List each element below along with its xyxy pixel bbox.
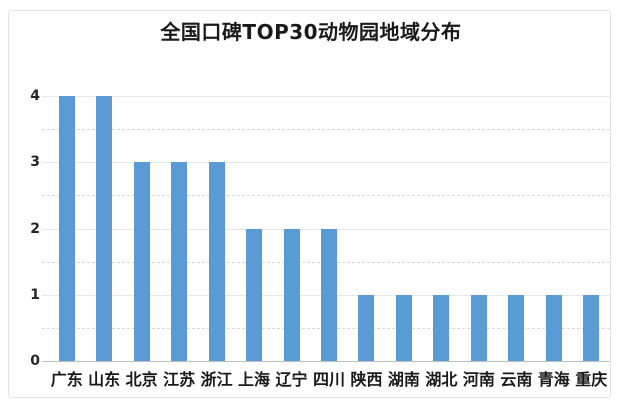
x-axis-label-3: 北京	[125, 370, 158, 389]
bar-6	[246, 228, 263, 361]
bar-14	[545, 294, 562, 361]
bar-2	[96, 96, 113, 361]
x-axis-label-6: 上海	[238, 370, 271, 389]
x-axis-label-11: 湖北	[425, 370, 458, 389]
x-axis-label-15: 重庆	[575, 370, 608, 389]
bar-10	[395, 294, 412, 361]
bar-9	[358, 294, 375, 361]
y-axis-label-3: 3	[30, 154, 40, 171]
x-axis-label-1: 广东	[50, 370, 83, 389]
x-axis-label-14: 青海	[537, 370, 570, 389]
bar-1	[58, 96, 75, 361]
gridline-4	[42, 96, 610, 97]
bar-8	[321, 228, 337, 361]
x-axis-label-10: 湖南	[387, 370, 420, 389]
bar-13	[508, 294, 525, 361]
x-axis-label-2: 山东	[88, 370, 121, 389]
x-axis-label-8: 四川	[312, 370, 345, 389]
x-axis-label-7: 辽宁	[275, 370, 308, 389]
gridline-3-5	[42, 129, 610, 131]
chart-title: 全国口碑TOP30动物园地域分布	[160, 20, 462, 44]
x-axis-line	[42, 361, 610, 362]
chart-frame-border	[8, 10, 611, 398]
x-axis-label-12: 河南	[462, 370, 495, 389]
y-axis-label-4: 4	[30, 88, 40, 104]
bar-11	[433, 294, 450, 361]
x-axis-label-4: 江苏	[163, 370, 196, 389]
x-axis-label-13: 云南	[500, 370, 533, 389]
x-axis-label-9: 陕西	[350, 370, 383, 389]
bar-4	[171, 162, 188, 361]
x-axis-label-5: 浙江	[200, 370, 233, 389]
y-axis-label-0: 0	[30, 353, 40, 369]
bar-12	[470, 294, 487, 361]
bar-7	[283, 228, 300, 361]
bar-5	[208, 162, 225, 361]
gridline-3	[42, 162, 610, 164]
gridline-2-5	[42, 195, 610, 197]
y-axis-label-1: 1	[30, 286, 40, 303]
bar-15	[583, 294, 600, 361]
y-axis-label-2: 2	[30, 220, 40, 237]
bar-3	[133, 162, 150, 361]
